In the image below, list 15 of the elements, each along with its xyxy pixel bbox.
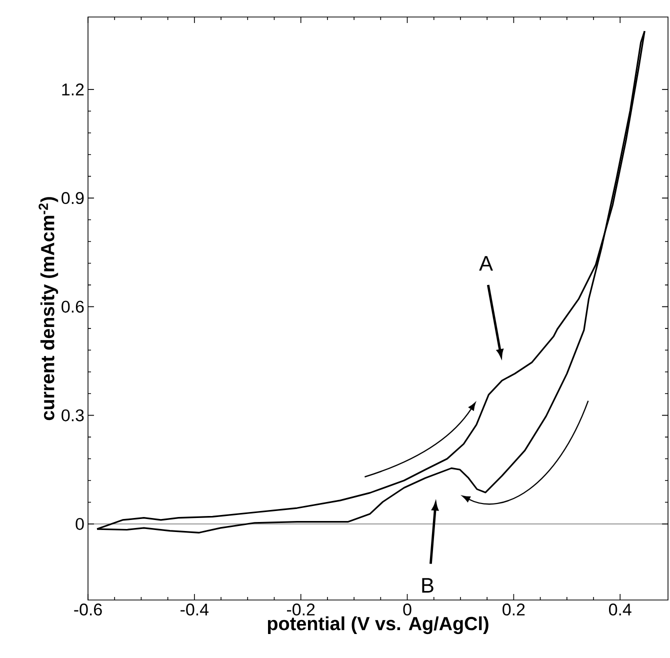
x-tick-label: 0.2 [502,604,525,616]
x-axis-title: potential (V vs. Ag/AgCl) [268,616,488,634]
y-tick-label: 0.9 [62,192,84,204]
x-tick-label: -0.6 [74,604,102,616]
x-tick-label: -0.4 [180,604,209,616]
x-tick-label: 0.4 [609,604,632,616]
annotation: A [479,256,493,271]
y-tick-label: 0 [76,518,84,530]
y-axis-title: current density (mAcm$^{-2}$) [38,197,58,420]
annotation: B [422,578,434,593]
y-tick-label: 0.6 [62,300,84,313]
x-tick-label: 0 [403,604,412,616]
y-tick-label: 0.3 [62,409,84,422]
x-tick-label: -0.2 [287,604,315,616]
y-tick-label: 1.2 [62,84,84,96]
